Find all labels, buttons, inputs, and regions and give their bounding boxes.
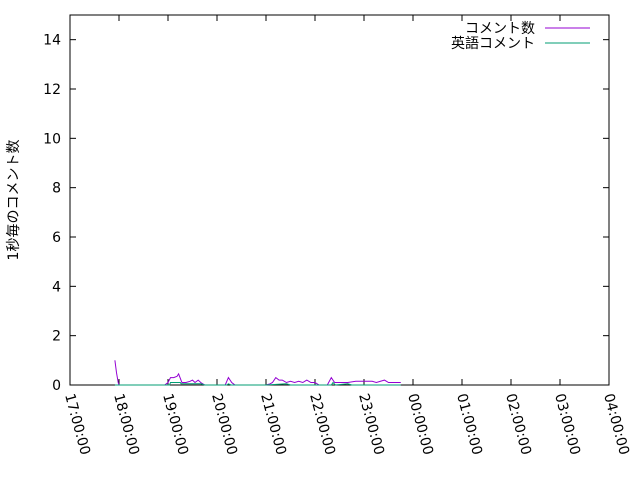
y-tick-label: 14	[43, 33, 61, 49]
legend-label: コメント数	[465, 21, 535, 37]
y-tick-label: 2	[52, 329, 61, 345]
x-tick-label: 21:00:00	[257, 392, 289, 457]
plot-border	[69, 14, 610, 386]
x-tick-label: 22:00:00	[306, 392, 338, 457]
x-tick-label: 03:00:00	[551, 392, 583, 457]
y-tick-label: 10	[43, 131, 61, 147]
y-axis-label: 1秒毎のコメント数	[6, 140, 22, 261]
x-tick-label: 23:00:00	[355, 392, 387, 457]
x-tick-label: 04:00:00	[600, 392, 632, 457]
y-tick-label: 8	[52, 181, 61, 197]
y-tick-label: 12	[43, 82, 61, 98]
y-tick-label: 0	[52, 378, 61, 394]
x-tick-label: 20:00:00	[208, 392, 240, 457]
series-line-1	[114, 381, 401, 386]
y-tick-label: 6	[52, 230, 61, 246]
x-tick-label: 19:00:00	[159, 392, 191, 457]
x-tick-label: 02:00:00	[502, 392, 534, 457]
x-tick-label: 00:00:00	[404, 392, 436, 457]
x-tick-label: 01:00:00	[453, 392, 485, 457]
y-tick-label: 4	[52, 279, 61, 295]
x-tick-label: 17:00:00	[61, 392, 93, 457]
series-line-0	[114, 360, 401, 386]
x-tick-label: 18:00:00	[110, 392, 142, 457]
legend-label: 英語コメント	[451, 35, 535, 52]
